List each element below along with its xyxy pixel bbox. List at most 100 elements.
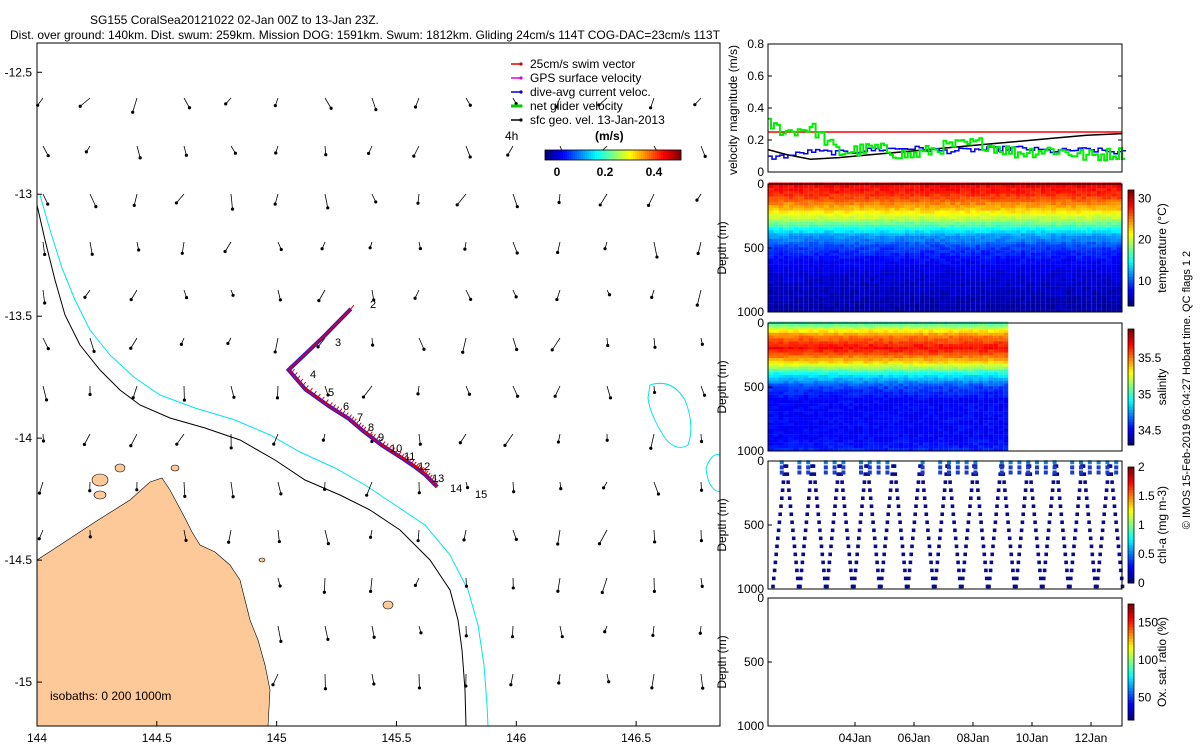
y-tick-label: 0.2 <box>747 133 764 147</box>
current-arrow <box>698 625 702 635</box>
current-arrow <box>182 385 186 402</box>
colorbar-unit: (m/s) <box>595 129 624 143</box>
swim-vector <box>420 466 424 472</box>
swim-vector <box>432 478 437 484</box>
current-arrow <box>365 481 373 497</box>
current-arrow <box>455 193 467 207</box>
depth-tick-label: 0 <box>757 454 764 468</box>
island <box>382 600 394 610</box>
current-arrow <box>41 433 46 443</box>
current-arrow <box>700 337 704 346</box>
depth-axis-label: Depth (m) <box>715 498 729 551</box>
swim-vector <box>397 451 402 456</box>
swim-vector <box>302 381 307 387</box>
swim-vector <box>337 317 342 323</box>
current-arrow <box>512 289 518 299</box>
map-x-tick-label: 146 <box>506 731 526 745</box>
swim-vector <box>299 378 304 384</box>
swim-vector <box>296 375 301 380</box>
day-label: 13 <box>432 473 444 485</box>
current-arrow <box>416 385 420 396</box>
current-arrow <box>277 529 281 544</box>
current-arrow <box>274 145 279 155</box>
current-arrow <box>417 673 422 690</box>
day-label: 4 <box>310 369 316 381</box>
current-arrow <box>183 145 188 157</box>
current-arrow <box>316 337 326 349</box>
swim-vector <box>423 469 428 474</box>
reef-contour <box>647 382 692 448</box>
current-arrow <box>174 193 185 205</box>
current-arrow <box>603 625 608 634</box>
current-arrow <box>227 529 232 544</box>
current-arrow <box>277 241 283 252</box>
current-arrow <box>371 97 378 112</box>
current-arrow <box>652 385 657 395</box>
current-arrow <box>646 193 655 207</box>
current-arrow <box>277 481 283 496</box>
current-arrow <box>273 97 279 108</box>
depth-tick-label: 0 <box>757 316 764 330</box>
y-tick-label: 0.6 <box>747 69 764 83</box>
swim-vector <box>324 331 328 337</box>
current-arrow <box>42 241 47 257</box>
current-arrow <box>183 289 189 300</box>
current-arrow <box>511 577 515 590</box>
current-arrow <box>129 337 138 350</box>
chla-frame <box>767 460 1123 590</box>
swim-vector <box>378 438 383 444</box>
swim-vector <box>400 453 405 458</box>
current-arrow <box>324 625 330 641</box>
current-arrow <box>465 481 470 490</box>
current-arrow <box>465 97 472 107</box>
colorbar-tick-label: 100 <box>1138 653 1158 667</box>
legend-item: sfc geo. vel. 13-Jan-2013 <box>511 113 665 127</box>
current-arrow <box>556 241 561 255</box>
current-arrow <box>322 481 327 491</box>
current-arrow <box>557 673 561 685</box>
time-tick-label: 04Jan <box>839 731 872 745</box>
current-arrow <box>512 481 516 494</box>
swim-vector <box>362 426 367 432</box>
swim-vector <box>365 428 370 434</box>
swim-vector <box>372 433 376 439</box>
depth-axis-label: Depth (m) <box>715 635 729 688</box>
current-arrow <box>653 241 659 259</box>
swim-vector <box>381 441 386 446</box>
colorbar-tick-label: 30 <box>1138 191 1152 205</box>
current-arrow <box>175 433 185 446</box>
swim-vector <box>338 408 343 413</box>
swim-vector <box>360 424 364 430</box>
current-arrow <box>559 481 563 491</box>
colorbar-tick-label: 0 <box>554 165 561 179</box>
swim-vector <box>388 445 392 450</box>
current-arrow <box>606 673 611 684</box>
current-arrow <box>83 289 91 299</box>
current-arrow <box>465 289 473 302</box>
map-colorbar: 0 0.2 0.4 <box>544 149 682 179</box>
oxygen-frame <box>767 597 1123 727</box>
colorbar-tick-label: 1 <box>1138 518 1145 532</box>
current-arrow <box>458 433 467 445</box>
colorbar-tick-label: 20 <box>1138 233 1152 247</box>
current-arrow <box>277 625 283 643</box>
credit-text: © IMOS 15-Feb-2019 06:04:27 Hobart time.… <box>1181 251 1193 529</box>
current-arrow <box>273 337 279 354</box>
time-tick-label: 08Jan <box>957 731 990 745</box>
swim-vector <box>428 474 433 480</box>
current-arrow <box>135 481 139 492</box>
swim-vector <box>391 447 396 452</box>
chla-panel: 0 500 1000 Depth (m) 2 1.5 1 0.5 0 chl-a (mg m-3) <box>715 454 1169 596</box>
current-arrow <box>652 577 656 593</box>
current-arrow <box>606 289 612 297</box>
map-y-tick-label: -13 <box>15 187 33 201</box>
y-tick-label: 0.8 <box>747 37 764 51</box>
colorbar-frame <box>1127 328 1135 446</box>
day-label: 15 <box>475 489 487 501</box>
current-arrow <box>368 241 373 250</box>
current-arrow <box>42 385 49 402</box>
swim-vector <box>410 459 415 465</box>
current-arrow <box>317 289 326 303</box>
